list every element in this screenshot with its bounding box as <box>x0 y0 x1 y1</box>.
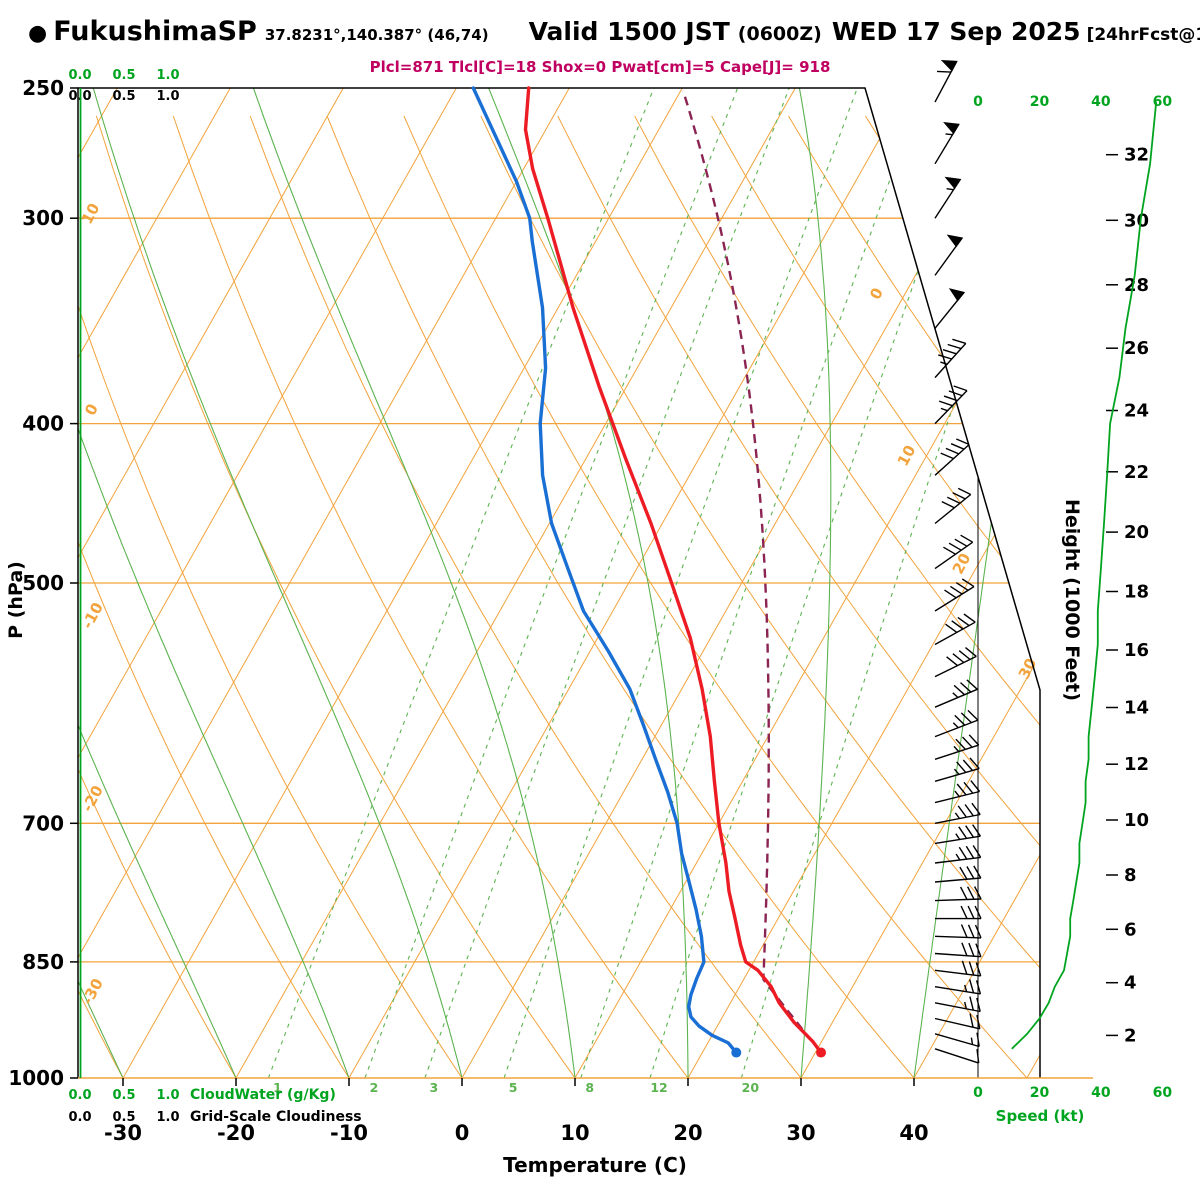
temperature-profile <box>523 86 823 1055</box>
temp-tick-label: 30 <box>786 1121 815 1145</box>
station-coords: 37.8231°,140.387° (46,74) <box>264 26 489 44</box>
skewt-grid <box>78 88 1040 1078</box>
height-tick-label: 18 <box>1124 582 1149 603</box>
dry-adiabat-label: 0 <box>81 401 102 419</box>
height-tick-label: 16 <box>1124 640 1149 661</box>
forecast-ref: [24hrFcst@1255z] <box>1086 25 1200 45</box>
cloudwater-tick-label: 0.0 <box>68 1088 91 1103</box>
cloudiness-tick-label: 0.5 <box>112 1110 135 1125</box>
cloudiness-axis-title: Grid-Scale Cloudiness <box>190 1109 362 1125</box>
temp-tick-label: -30 <box>104 1121 142 1145</box>
station-name: FukushimaSP <box>53 16 257 47</box>
height-tick-label: 24 <box>1124 401 1149 422</box>
pressure-axis-title: P (hPa) <box>5 561 27 639</box>
dry-adiabat-label: -10 <box>78 599 107 631</box>
height-tick-label: 2 <box>1124 1025 1137 1046</box>
mixing-ratio-label: 12 <box>650 1080 667 1095</box>
mixing-ratio-label: 1 <box>273 1080 282 1095</box>
pressure-tick-label: 700 <box>22 811 64 835</box>
temp-tick-label: -10 <box>330 1121 368 1145</box>
valid-date: WED 17 Sep 2025 <box>831 17 1081 46</box>
temp-tick-label: -20 <box>217 1121 255 1145</box>
mixing-ratio-label: 5 <box>509 1080 518 1095</box>
height-tick-label: 10 <box>1124 810 1149 831</box>
valid-time: Valid 1500 JST <box>528 17 730 46</box>
height-tick-label: 14 <box>1124 698 1149 719</box>
cloudiness-tick-label: 1.0 <box>156 89 179 104</box>
height-tick-label: 26 <box>1124 338 1149 359</box>
valid-zulu: (0600Z) <box>737 23 822 45</box>
speed-tick-label: 0 <box>973 1085 983 1101</box>
temp-tick-label: 20 <box>673 1121 702 1145</box>
height-tick-label: 20 <box>1124 522 1149 543</box>
cloudiness-tick-label: 0.5 <box>112 89 135 104</box>
cloudwater-tick-label: 0.0 <box>68 68 91 83</box>
header: ● FukushimaSP 37.8231°,140.387° (46,74) … <box>28 16 1200 47</box>
isotherm-label: 0 <box>866 285 887 303</box>
cloudwater-axis-title: CloudWater (g/Kg) <box>190 1087 336 1103</box>
mixing-ratio-label: 20 <box>742 1080 760 1095</box>
height-tick-label: 8 <box>1124 865 1137 886</box>
pressure-tick-label: 400 <box>22 412 64 436</box>
cloudwater-tick-label: 1.0 <box>156 68 179 83</box>
station-bullet-icon: ● <box>28 21 48 46</box>
cloudwater-tick-label: 1.0 <box>156 1088 179 1103</box>
surface-temp-dot <box>816 1047 827 1058</box>
pressure-tick-label: 500 <box>22 571 64 595</box>
mixing-ratio-label: 8 <box>585 1080 594 1095</box>
temp-axis-title: Temperature (C) <box>503 1153 687 1177</box>
height-tick-label: 32 <box>1124 145 1149 166</box>
pressure-tick-label: 250 <box>22 76 64 100</box>
pressure-tick-label: 1000 <box>8 1066 64 1090</box>
wind-barbs <box>934 60 982 1064</box>
speed-tick-label: 60 <box>1153 94 1173 110</box>
temp-tick-label: 10 <box>560 1121 589 1145</box>
mixing-ratio-label: 2 <box>370 1080 379 1095</box>
speed-tick-label: 40 <box>1091 94 1111 110</box>
mixing-ratio-label: 3 <box>430 1080 439 1095</box>
height-tick-label: 30 <box>1124 210 1149 231</box>
axis-ticks <box>70 87 1118 1086</box>
height-axis-title: Height (1000 Feet) <box>1061 499 1083 701</box>
dewpoint-profile <box>471 86 738 1055</box>
pressure-tick-label: 300 <box>22 206 64 230</box>
height-tick-label: 4 <box>1124 973 1137 994</box>
pressure-tick-label: 850 <box>22 950 64 974</box>
height-tick-label: 6 <box>1124 919 1137 940</box>
cloudiness-tick-label: 0.0 <box>68 1110 91 1125</box>
wind-speed-profile <box>1011 102 1158 1050</box>
surface-dewpoint-dot <box>731 1047 742 1058</box>
height-tick-label: 28 <box>1124 275 1149 296</box>
speed-tick-label: 60 <box>1153 1085 1173 1101</box>
speed-axis-title: Speed (kt) <box>996 1107 1085 1125</box>
temp-tick-label: 40 <box>899 1121 928 1145</box>
isotherm-label: 10 <box>894 442 920 469</box>
plot-frame <box>77 87 1093 1079</box>
cloudiness-tick-label: 1.0 <box>156 1110 179 1125</box>
dry-adiabat-label: -20 <box>78 782 107 814</box>
speed-tick-label: 40 <box>1091 1085 1111 1101</box>
dry-adiabat-label: -30 <box>78 975 107 1007</box>
cloudwater-tick-label: 0.5 <box>112 1088 135 1103</box>
isotherm-label: 20 <box>949 550 975 577</box>
speed-tick-label: 0 <box>973 94 983 110</box>
height-tick-label: 22 <box>1124 462 1149 483</box>
height-tick-label: 12 <box>1124 754 1149 775</box>
stability-params: Plcl=871 Tlcl[C]=18 Shox=0 Pwat[cm]=5 Ca… <box>369 58 831 76</box>
speed-tick-label: 20 <box>1030 94 1050 110</box>
dry-adiabat-label: 10 <box>78 200 104 227</box>
cloudwater-tick-label: 0.5 <box>112 68 135 83</box>
speed-tick-label: 20 <box>1030 1085 1050 1101</box>
temp-tick-label: 0 <box>455 1121 470 1145</box>
